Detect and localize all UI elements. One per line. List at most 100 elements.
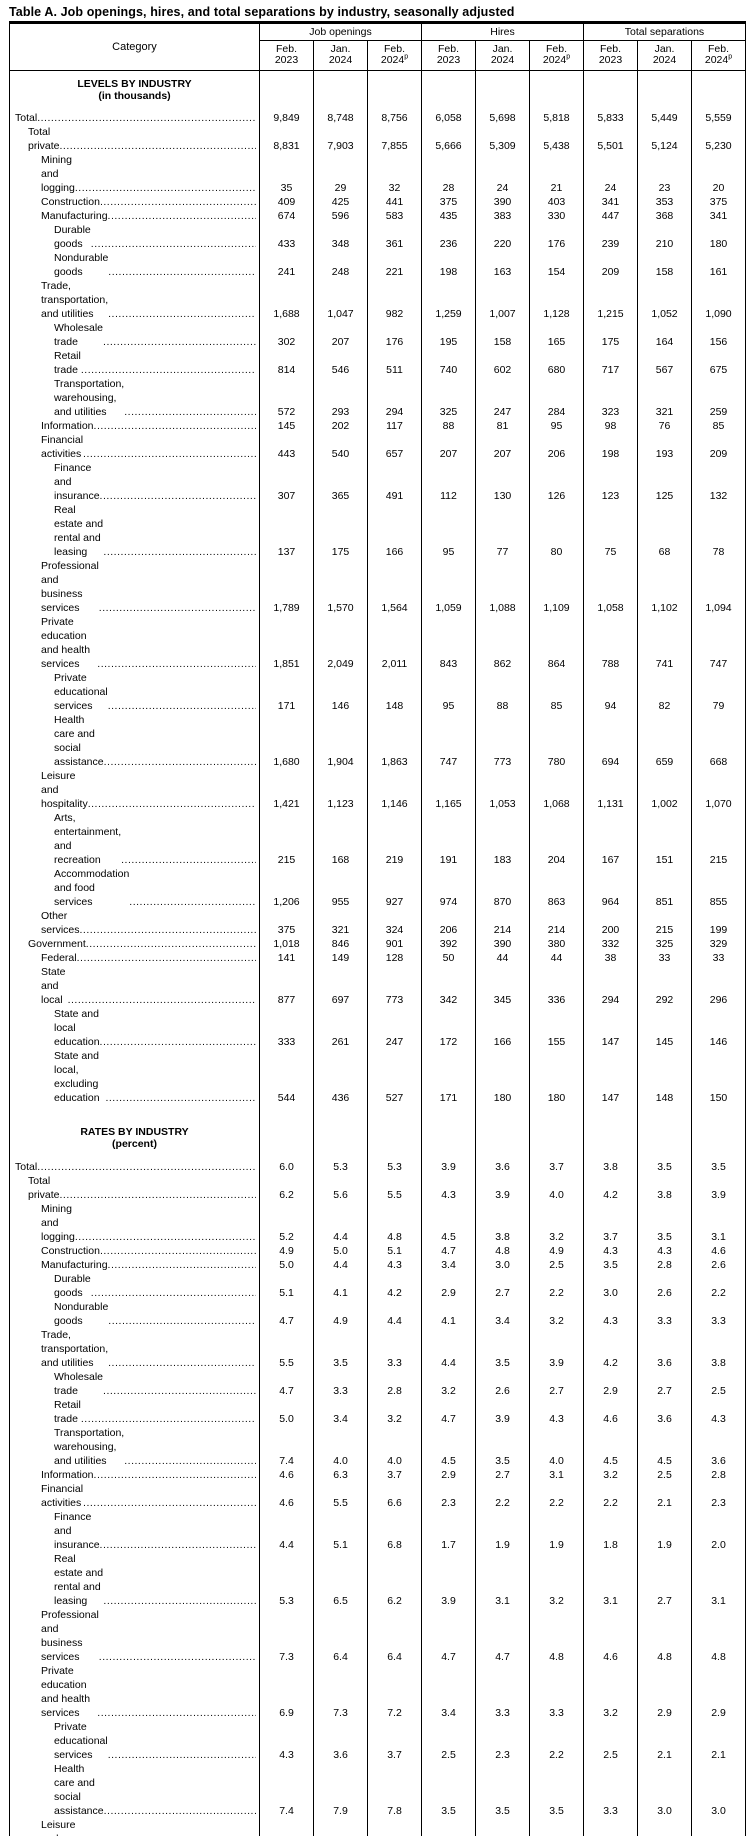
period-year: 2023 (599, 54, 622, 66)
value-cell: 98 (584, 419, 638, 433)
table-row: Private education and health services1,8… (10, 615, 746, 671)
value-cell: 4.7 (422, 1398, 476, 1426)
dot-leader (108, 1314, 256, 1328)
category-flex: Arts, entertainment, and recreation (15, 811, 256, 867)
period-year: 2024 (653, 54, 676, 66)
category-label: Mining and logging (41, 153, 75, 195)
value-cell: 4.9 (530, 1244, 584, 1258)
category-flex: Durable goods (15, 223, 256, 251)
value-cell: 6.2 (260, 1174, 314, 1202)
dot-leader (94, 1468, 256, 1482)
table-row: Retail trade5.03.43.24.73.94.34.63.64.3 (10, 1398, 746, 1426)
category-label: Other services (41, 909, 80, 937)
table-row: Private educational services4.33.63.72.5… (10, 1720, 746, 1762)
value-cell: 1,002 (638, 769, 692, 811)
value-cell: 7.8 (368, 1762, 422, 1818)
category-label: Finance and insurance (54, 1510, 100, 1552)
category-cell: Leisure and hospitality (10, 769, 260, 811)
value-cell: 236 (422, 223, 476, 251)
value-cell: 341 (584, 195, 638, 209)
category-label: Mining and logging (41, 1202, 75, 1244)
value-cell: 215 (638, 909, 692, 937)
category-cell: Private educational services (10, 671, 260, 713)
empty-cell (422, 1105, 476, 1160)
value-cell: 3.3 (476, 1664, 530, 1720)
dot-leader (103, 545, 256, 559)
value-cell: 5,501 (584, 125, 638, 153)
value-cell: 5.5 (368, 1174, 422, 1202)
value-cell: 155 (530, 1007, 584, 1049)
value-cell: 1,165 (422, 769, 476, 811)
value-cell: 572 (260, 377, 314, 419)
value-cell: 4.9 (314, 1300, 368, 1328)
value-cell: 425 (314, 195, 368, 209)
table-row: Finance and insurance3073654911121301261… (10, 461, 746, 503)
value-cell: 4.3 (368, 1258, 422, 1272)
value-cell: 220 (476, 223, 530, 251)
dot-leader (103, 1594, 256, 1608)
value-cell: 3.9 (692, 1174, 746, 1202)
value-cell: 75 (584, 503, 638, 559)
value-cell: 191 (422, 811, 476, 867)
value-cell: 151 (638, 811, 692, 867)
category-flex: Construction (15, 1244, 256, 1258)
value-cell: 296 (692, 965, 746, 1007)
value-cell: 8.0 (260, 1818, 314, 1836)
value-cell: 215 (692, 811, 746, 867)
value-cell: 4.0 (530, 1174, 584, 1202)
category-cell: State and local, excluding education (10, 1049, 260, 1105)
value-cell: 3.7 (368, 1720, 422, 1762)
value-cell: 158 (638, 251, 692, 279)
value-cell: 128 (368, 951, 422, 965)
value-cell: 433 (260, 223, 314, 251)
category-cell: Construction (10, 1244, 260, 1258)
section-heading-line1: RATES BY INDUSTRY (10, 1126, 259, 1138)
value-cell: 6.4 (314, 1608, 368, 1664)
value-cell: 206 (422, 909, 476, 937)
table-row: Information4.66.33.72.92.73.13.22.52.8 (10, 1468, 746, 1482)
value-cell: 158 (476, 321, 530, 349)
value-cell: 6.3 (530, 1818, 584, 1836)
dot-leader (83, 1496, 256, 1510)
value-cell: 21 (530, 153, 584, 195)
category-label: Financial activities (41, 433, 83, 461)
table-row: Construction4.95.05.14.74.84.94.34.34.6 (10, 1244, 746, 1258)
value-cell: 788 (584, 615, 638, 671)
category-label: State and local education (54, 1007, 100, 1049)
category-cell: Health care and social assistance (10, 713, 260, 769)
table-row: Finance and insurance4.45.16.81.71.91.91… (10, 1510, 746, 1552)
dot-leader (100, 195, 256, 209)
value-cell: 171 (260, 671, 314, 713)
value-cell: 3.4 (314, 1398, 368, 1426)
value-cell: 2.3 (422, 1482, 476, 1510)
table-row: Private education and health services6.9… (10, 1664, 746, 1720)
value-cell: 877 (260, 965, 314, 1007)
dot-leader (97, 657, 256, 671)
table-row: State and local, excluding education5444… (10, 1049, 746, 1105)
value-cell: 161 (692, 251, 746, 279)
value-cell: 33 (692, 951, 746, 965)
category-label: Health care and social assistance (54, 1762, 104, 1818)
value-cell: 657 (368, 433, 422, 461)
value-cell: 166 (368, 503, 422, 559)
value-cell: 855 (692, 867, 746, 909)
category-cell: Private educational services (10, 1720, 260, 1762)
value-cell: 3.3 (530, 1664, 584, 1720)
value-cell: 3.8 (584, 1160, 638, 1174)
value-cell: 3.7 (584, 1202, 638, 1244)
value-cell: 3.0 (476, 1258, 530, 1272)
value-cell: 292 (638, 965, 692, 1007)
value-cell: 2.9 (422, 1272, 476, 1300)
category-label: Real estate and rental and leasing (54, 1552, 103, 1608)
category-flex: Federal (15, 951, 256, 965)
value-cell: 6.5 (314, 1552, 368, 1608)
value-cell: 2.1 (638, 1482, 692, 1510)
category-flex: Transportation, warehousing, and utiliti… (15, 377, 256, 419)
value-cell: 441 (368, 195, 422, 209)
value-cell: 9,849 (260, 111, 314, 125)
category-label: Total (15, 1160, 37, 1174)
value-cell: 76 (638, 419, 692, 433)
value-cell: 4.8 (530, 1608, 584, 1664)
value-cell: 4.2 (584, 1174, 638, 1202)
dot-leader (103, 1384, 256, 1398)
